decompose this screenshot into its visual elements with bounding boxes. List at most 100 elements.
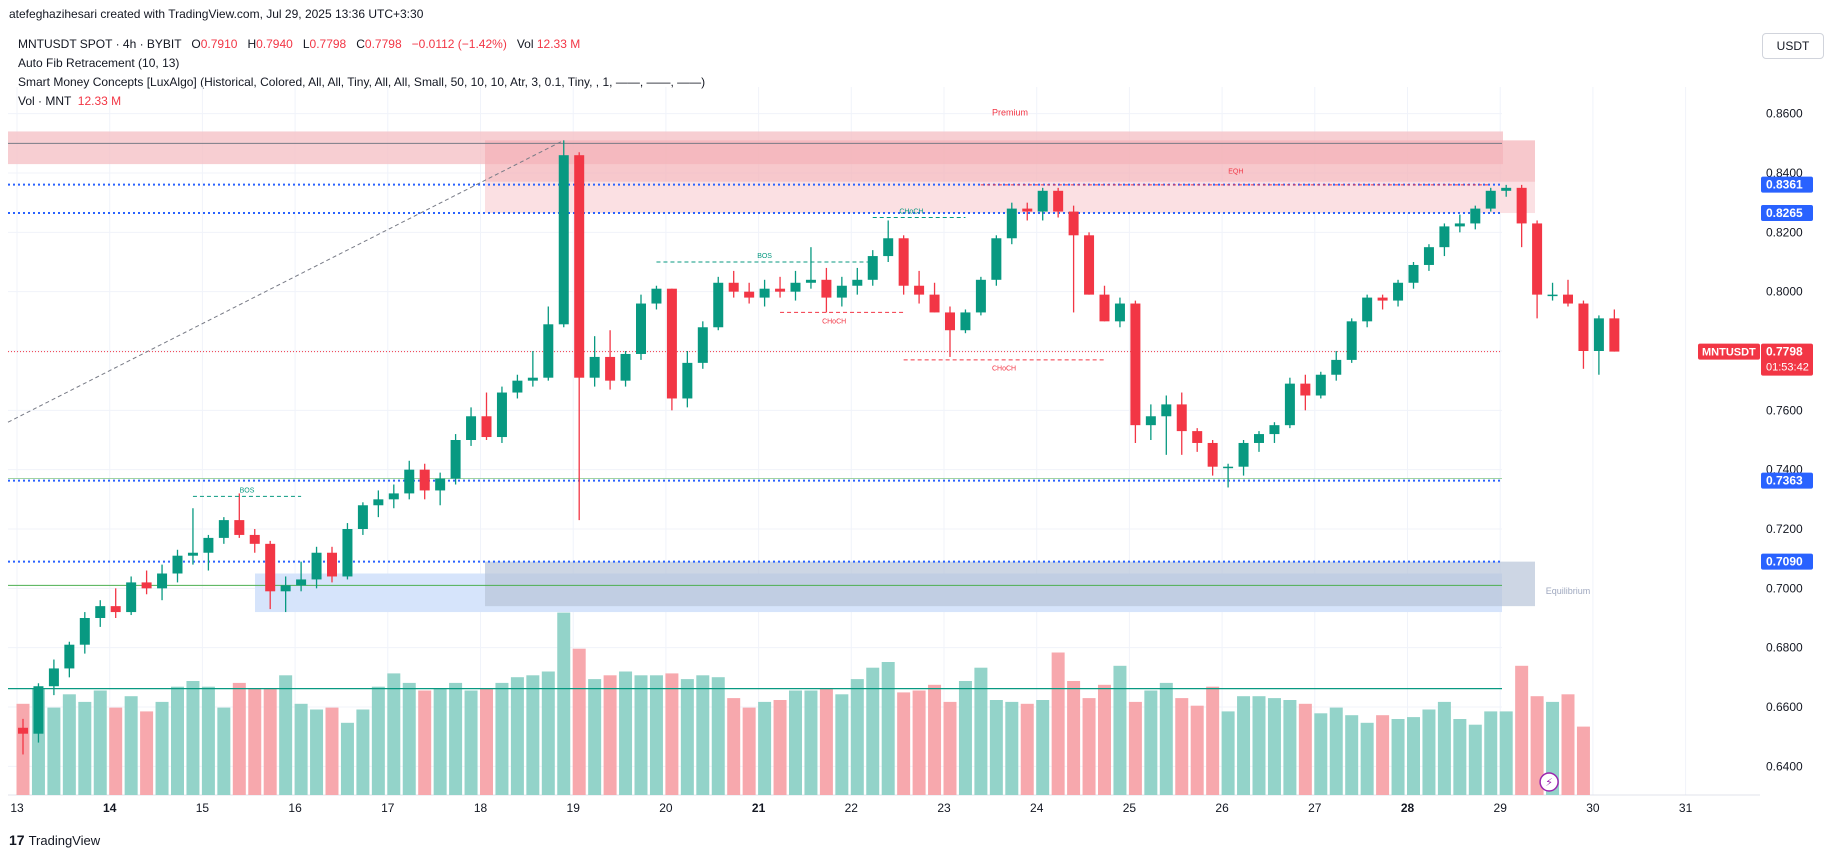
- candle-body: [419, 469, 430, 491]
- volume-bar: [124, 696, 138, 795]
- symbol-ohlc-row[interactable]: MNTUSDT SPOT · 4h · BYBIT O0.7910 H0.794…: [18, 35, 705, 54]
- volume-bar: [835, 694, 849, 795]
- candle-body: [1593, 318, 1604, 351]
- candle-body: [1145, 416, 1156, 426]
- volume-bar: [1422, 709, 1436, 795]
- volume-bar: [789, 690, 802, 795]
- time-axis: 13 14 15 16 17 18 19 20 21 22 23 24 25 26 27 28 29 30 31: [10, 801, 1692, 815]
- volume-bar: [1391, 719, 1405, 795]
- candle-body: [481, 416, 492, 438]
- price-level-badge-text: 0.7363: [1766, 474, 1803, 488]
- volume-bar: [1530, 696, 1544, 795]
- fib-trend-line: [7, 139, 564, 423]
- candle-body: [1516, 187, 1527, 224]
- volume-bar: [1298, 703, 1312, 795]
- candle-body: [126, 582, 137, 613]
- eqh-label: EQH: [1228, 168, 1243, 175]
- candle-body: [203, 537, 214, 553]
- candle-body: [1408, 264, 1419, 283]
- volume-bar: [897, 692, 911, 795]
- symbol-label[interactable]: MNTUSDT SPOT · 4h · BYBIT: [18, 37, 182, 51]
- volume-bar: [850, 679, 864, 795]
- volume-bar: [1329, 707, 1343, 795]
- volume-bar: [109, 707, 123, 795]
- volume-bar: [989, 700, 1003, 795]
- candle-body: [265, 543, 276, 592]
- volume-bar: [294, 703, 308, 795]
- volume-bar: [78, 701, 92, 795]
- volume-bar: [1407, 717, 1420, 795]
- volume-bar: [1437, 701, 1451, 795]
- bos-label-2: BOS: [757, 253, 772, 260]
- time-tick-label: 16: [288, 801, 302, 815]
- volume-bar: [881, 662, 895, 795]
- candle-body: [1563, 294, 1573, 304]
- candle-body: [512, 380, 523, 393]
- volume-bar: [480, 688, 493, 795]
- volume-bar: [310, 709, 324, 795]
- volume-bar: [495, 682, 509, 795]
- volume-bar: [171, 686, 184, 795]
- volume-bar: [619, 671, 633, 795]
- candle-body: [1578, 303, 1589, 351]
- volume-bar: [140, 711, 154, 795]
- candle-body: [1099, 294, 1110, 322]
- volume-bar: [1252, 696, 1266, 795]
- candle-body: [697, 327, 708, 363]
- volume-bar: [758, 701, 772, 795]
- volume-bar: [1484, 711, 1498, 795]
- candlesticks: [18, 140, 1620, 755]
- volume-bar: [1499, 711, 1513, 795]
- candle-body: [651, 288, 662, 304]
- candle-body: [172, 555, 183, 574]
- volume-bar: [819, 688, 833, 795]
- volume-bar: [1360, 722, 1374, 795]
- price-tick-label: 0.7200: [1766, 522, 1803, 536]
- volume-bar: [93, 690, 107, 795]
- lightning-icon-glyph: ⚡: [1545, 776, 1553, 789]
- volume-bars: [16, 612, 1590, 795]
- volume-bar: [1175, 698, 1189, 795]
- candle-body: [898, 238, 909, 286]
- candle-body: [280, 585, 291, 592]
- candle-body: [1037, 190, 1048, 212]
- indicator-fib[interactable]: Auto Fib Retracement (10, 13): [18, 56, 180, 70]
- indicator-volume[interactable]: Vol · MNT 12.33 M: [18, 92, 705, 111]
- price-tick-label: 0.8400: [1766, 166, 1803, 180]
- volume-bar: [804, 690, 818, 795]
- indicator-smc[interactable]: Smart Money Concepts [LuxAlgo] (Historic…: [18, 75, 706, 89]
- candle-body: [883, 238, 894, 257]
- price-tick-label: 0.6600: [1766, 700, 1803, 714]
- candle-body: [1547, 294, 1558, 297]
- candle-body: [388, 493, 399, 500]
- candle-body: [1284, 383, 1295, 426]
- candle-body: [373, 499, 384, 506]
- volume-bar: [1051, 652, 1065, 795]
- candle-body: [975, 279, 986, 313]
- candle-body: [728, 282, 739, 292]
- candle-body: [682, 362, 693, 399]
- candle-body: [64, 644, 75, 669]
- price-tick-label: 0.7000: [1766, 581, 1803, 595]
- price-level-badge-text: 0.8265: [1766, 206, 1803, 220]
- candle-body: [357, 505, 368, 529]
- high-value: 0.7940: [256, 37, 293, 51]
- currency-button[interactable]: USDT: [1762, 33, 1824, 59]
- time-tick-label: 31: [1679, 801, 1693, 815]
- candle-body: [558, 155, 569, 325]
- candle-body: [1084, 235, 1095, 295]
- volume-bar: [773, 700, 787, 795]
- choch-label-up: CHoCH: [899, 209, 923, 216]
- candle-body: [79, 618, 90, 645]
- candle-body: [527, 377, 538, 381]
- premium-zone-inner: [485, 140, 1535, 182]
- indicator-volume-label: Vol · MNT: [18, 94, 72, 108]
- volume-bar: [680, 679, 694, 795]
- volume-bar: [526, 675, 540, 795]
- footer-brand[interactable]: 17 TradingView: [9, 832, 100, 848]
- price-tick-label: 0.8600: [1766, 107, 1803, 121]
- volume-bar: [449, 682, 463, 795]
- tradingview-logo-icon: 17: [9, 832, 25, 848]
- volume-bar: [603, 675, 617, 795]
